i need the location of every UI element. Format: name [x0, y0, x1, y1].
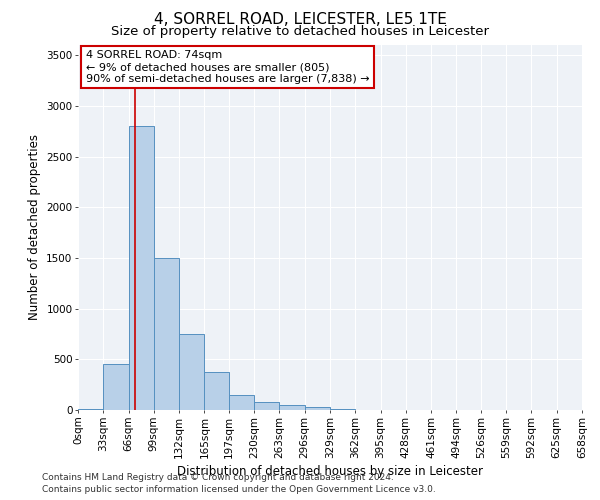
- Text: 4, SORREL ROAD, LEICESTER, LE5 1TE: 4, SORREL ROAD, LEICESTER, LE5 1TE: [154, 12, 446, 28]
- Bar: [254, 402, 280, 410]
- Bar: [305, 407, 330, 410]
- Bar: [280, 405, 305, 410]
- Text: Contains HM Land Registry data © Crown copyright and database right 2024.: Contains HM Land Registry data © Crown c…: [42, 474, 394, 482]
- Text: 4 SORREL ROAD: 74sqm
← 9% of detached houses are smaller (805)
90% of semi-detac: 4 SORREL ROAD: 74sqm ← 9% of detached ho…: [86, 50, 369, 84]
- Y-axis label: Number of detached properties: Number of detached properties: [28, 134, 41, 320]
- Bar: [205, 372, 229, 410]
- Text: Contains public sector information licensed under the Open Government Licence v3: Contains public sector information licen…: [42, 485, 436, 494]
- Text: Size of property relative to detached houses in Leicester: Size of property relative to detached ho…: [111, 25, 489, 38]
- Bar: [128, 126, 154, 410]
- Bar: [229, 395, 254, 410]
- Bar: [78, 409, 103, 410]
- Bar: [103, 364, 128, 410]
- Bar: [179, 334, 205, 410]
- X-axis label: Distribution of detached houses by size in Leicester: Distribution of detached houses by size …: [177, 464, 483, 477]
- Bar: [154, 258, 179, 410]
